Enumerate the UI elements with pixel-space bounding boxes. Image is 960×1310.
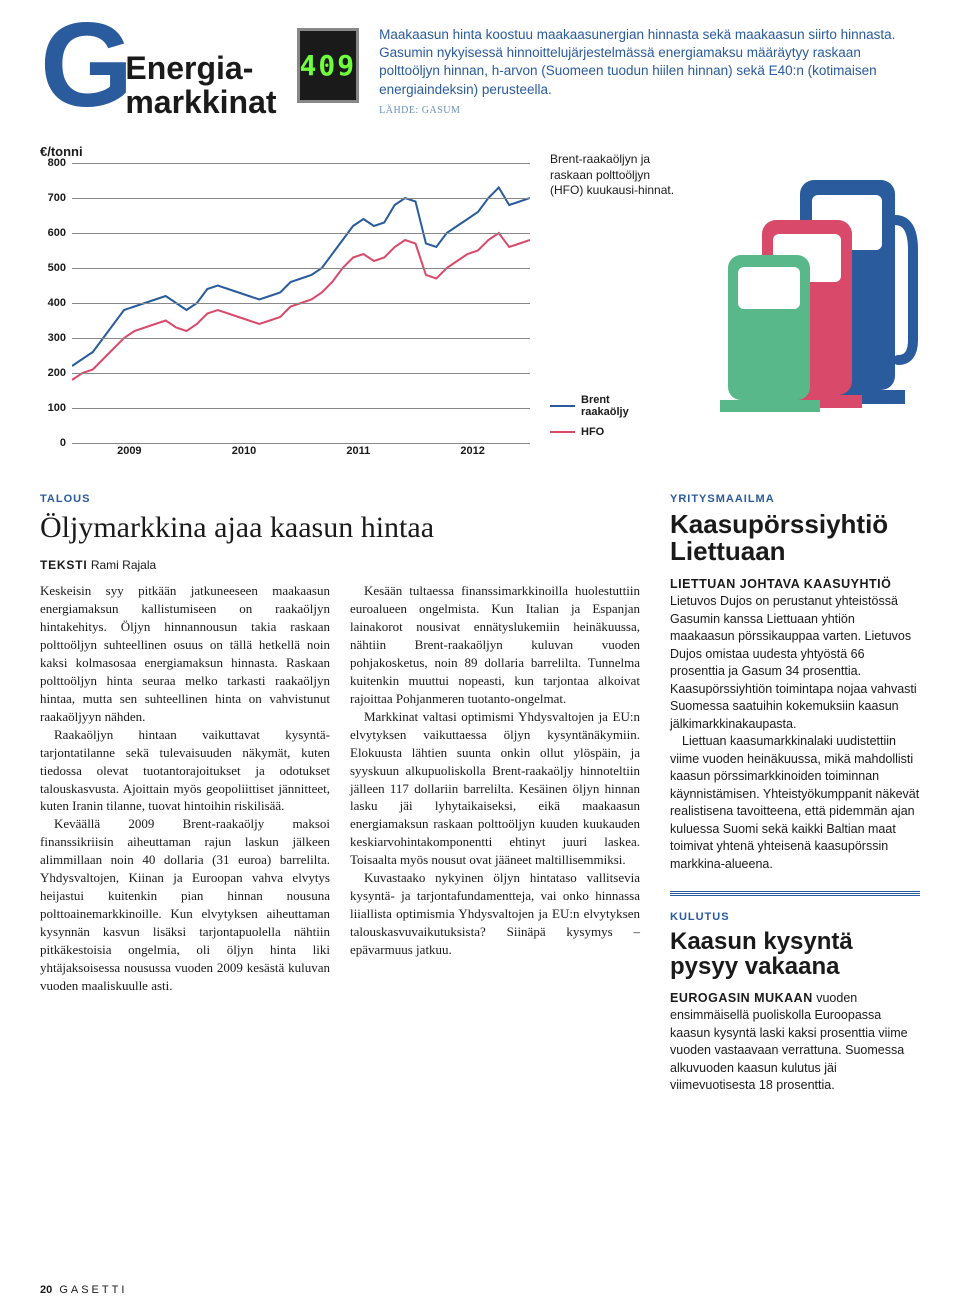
side1-paragraph: Liettuan kaasumarkkinalaki uudistettiin … [670, 733, 920, 873]
y-tick: 400 [48, 297, 66, 309]
y-tick: 200 [48, 367, 66, 379]
side1-paragraph: LIETTUAN JOHTAVA KAASUYHTIÖ Lietuvos Duj… [670, 576, 920, 734]
gridline [72, 443, 530, 444]
side2-headline: Kaasun kysyntä pysyy vakaana [670, 929, 920, 979]
main-category: TALOUS [40, 493, 640, 505]
intro-block: Maakaasun hinta koostuu maakaasunergian … [379, 20, 920, 116]
y-tick: 0 [60, 437, 66, 449]
y-tick: 800 [48, 157, 66, 169]
side2-paragraph: EUROGASIN MUKAAN vuoden ensimmäisellä pu… [670, 990, 920, 1095]
side2-lead: EUROGASIN MUKAAN [670, 991, 813, 1005]
y-tick: 600 [48, 227, 66, 239]
body-paragraph: Markkinat valtasi optimismi Yhdysvaltoje… [350, 708, 640, 869]
gridline [72, 233, 530, 234]
side-separator [670, 891, 920, 897]
logo-letter: G [40, 20, 133, 110]
side2-body: EUROGASIN MUKAAN vuoden ensimmäisellä pu… [670, 990, 920, 1095]
chart-row: €/tonni 0100200300400500600700800 200920… [40, 144, 920, 463]
legend-label: HFO [581, 426, 604, 438]
logo-block: G Energia- markkinat [40, 20, 277, 119]
footer: 20 GASETTI [40, 1284, 127, 1296]
side1-lead: LIETTUAN JOHTAVA KAASUYHTIÖ [670, 577, 891, 591]
page-number: 20 [40, 1284, 52, 1296]
chart-y-axis: 0100200300400500600700800 [40, 163, 68, 443]
chart-caption-col: Brent-raakaöljyn ja raskaan polttoöljyn … [550, 144, 690, 446]
gas-pump-icon [710, 150, 920, 435]
page-header: G Energia- markkinat 409 Maakaasun hinta… [40, 20, 920, 119]
x-label: 2012 [460, 445, 484, 463]
side-column: YRITYSMAAILMA Kaasupörssiyhtiö Liettuaan… [670, 493, 920, 1094]
gridline [72, 373, 530, 374]
chart: €/tonni 0100200300400500600700800 200920… [40, 144, 530, 463]
main-headline: Öljymarkkina ajaa kaasun hintaa [40, 511, 640, 544]
gridline [72, 408, 530, 409]
pump-svg [710, 150, 920, 430]
article-row: TALOUS Öljymarkkina ajaa kaasun hintaa T… [40, 493, 920, 1094]
legend-swatch [550, 431, 575, 433]
y-tick: 100 [48, 402, 66, 414]
side1-headline: Kaasupörssiyhtiö Liettuaan [670, 511, 920, 566]
body-paragraph: Kuvastaako nykyinen öljyn hintataso vall… [350, 869, 640, 959]
x-label: 2010 [232, 445, 256, 463]
gridline [72, 163, 530, 164]
y-tick: 700 [48, 192, 66, 204]
pump-front [720, 255, 820, 412]
gridline [72, 198, 530, 199]
source-label: LÄHDE: GASUM [379, 105, 920, 116]
side1-body: LIETTUAN JOHTAVA KAASUYHTIÖ Lietuvos Duj… [670, 576, 920, 874]
chart-legend: Brentraakaöljy HFO [550, 394, 690, 438]
x-label: 2009 [117, 445, 141, 463]
body-paragraph: Raakaöljyn hintaan vaikuttavat kysyntä-t… [40, 726, 330, 816]
legend-label: Brentraakaöljy [581, 394, 629, 418]
gridline [72, 268, 530, 269]
legend-item: HFO [550, 426, 690, 438]
side2-text: vuoden ensimmäisellä puoliskolla Euroopa… [670, 991, 908, 1093]
chart-y-label: €/tonni [40, 144, 530, 159]
logo-line2: markkinat [125, 86, 276, 120]
body-paragraph: Kesään tultaessa finanssimarkkinoilla hu… [350, 582, 640, 708]
main-article: TALOUS Öljymarkkina ajaa kaasun hintaa T… [40, 493, 640, 1094]
legend-item: Brentraakaöljy [550, 394, 690, 418]
x-label: 2011 [346, 445, 370, 463]
side2-category: KULUTUS [670, 911, 920, 923]
body-paragraph: Keväällä 2009 Brent-raakaöljy maksoi fin… [40, 815, 330, 994]
gridline [72, 303, 530, 304]
magazine-name: GASETTI [59, 1284, 127, 1296]
byline-label: TEKSTI [40, 558, 87, 572]
byline: TEKSTI Rami Rajala [40, 558, 640, 572]
y-tick: 500 [48, 262, 66, 274]
side1-category: YRITYSMAAILMA [670, 493, 920, 505]
chart-x-axis: 2009 2010 2011 2012 [72, 445, 530, 463]
gridline [72, 338, 530, 339]
chart-caption: Brent-raakaöljyn ja raskaan polttoöljyn … [550, 152, 680, 199]
body-paragraph: Keskeisin syy pitkään jatkuneeseen maaka… [40, 582, 330, 726]
main-body: Keskeisin syy pitkään jatkuneeseen maaka… [40, 582, 640, 995]
logo-line1: Energia- [125, 52, 276, 86]
chart-area: 0100200300400500600700800 20092010201120… [40, 163, 530, 463]
series-line [72, 233, 530, 380]
byline-name: Rami Rajala [91, 558, 156, 572]
digital-display-image: 409 [297, 28, 360, 103]
y-tick: 300 [48, 332, 66, 344]
chart-plot [72, 163, 530, 443]
intro-text: Maakaasun hinta koostuu maakaasunergian … [379, 26, 920, 99]
logo-text: Energia- markkinat [125, 52, 276, 119]
series-line [72, 188, 530, 367]
legend-swatch [550, 405, 575, 407]
